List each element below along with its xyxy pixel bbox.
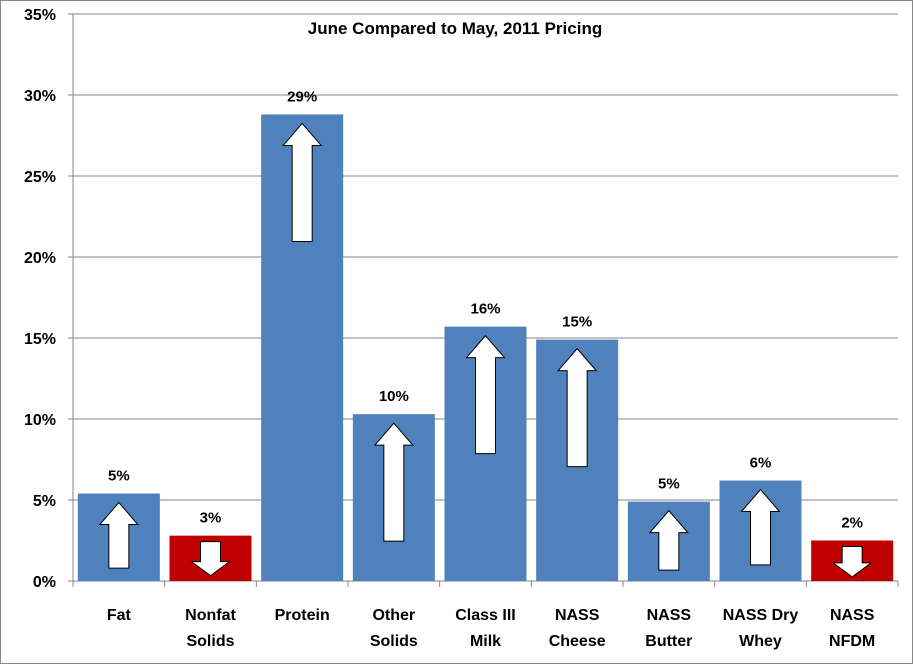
x-tick-label: NASS — [555, 607, 600, 624]
up-arrow-icon — [465, 334, 506, 455]
up-arrow-icon — [740, 488, 781, 566]
up-arrow-icon — [98, 501, 139, 569]
x-tick-label: NASS — [647, 607, 692, 624]
x-tick-label: Milk — [470, 633, 501, 650]
down-arrow-icon — [831, 546, 873, 578]
up-arrow-icon — [648, 509, 689, 571]
y-tick-label: 30% — [24, 88, 56, 105]
data-label: 5% — [108, 468, 130, 485]
up-arrow-icon — [373, 422, 414, 542]
x-tick-label: Solids — [370, 633, 418, 650]
x-tick-label: NFDM — [829, 633, 875, 650]
x-tick-label: NASS Dry — [723, 607, 799, 624]
data-label: 15% — [562, 314, 592, 331]
x-tick-label: NASS — [830, 607, 875, 624]
data-label: 5% — [658, 476, 680, 493]
x-tick-label: Cheese — [549, 633, 606, 650]
y-tick-label: 15% — [24, 331, 56, 348]
data-label: 29% — [287, 88, 317, 105]
y-tick-label: 0% — [33, 574, 56, 591]
y-tick-label: 5% — [33, 493, 56, 510]
x-tick-label: Protein — [275, 607, 330, 624]
chart-title: June Compared to May, 2011 Pricing — [308, 19, 602, 38]
up-arrow-icon — [557, 347, 598, 468]
x-tick-label: Class III — [455, 607, 515, 624]
data-label: 6% — [750, 455, 772, 472]
y-tick-label: 20% — [24, 250, 56, 267]
x-tick-label: Nonfat — [185, 607, 236, 624]
x-tick-label: Solids — [186, 633, 234, 650]
up-arrow-icon — [282, 122, 323, 242]
y-tick-label: 25% — [24, 169, 56, 186]
down-arrow-icon — [189, 541, 232, 577]
data-label: 10% — [379, 388, 409, 405]
y-tick-label: 35% — [24, 7, 56, 24]
data-label: 16% — [470, 301, 500, 318]
x-tick-label: Fat — [107, 607, 132, 624]
x-tick-label: Other — [372, 607, 415, 624]
data-label: 2% — [841, 515, 863, 532]
y-tick-label: 10% — [24, 412, 56, 429]
x-tick-label: Butter — [645, 633, 692, 650]
x-tick-label: Whey — [739, 633, 782, 650]
data-label: 3% — [200, 510, 222, 527]
